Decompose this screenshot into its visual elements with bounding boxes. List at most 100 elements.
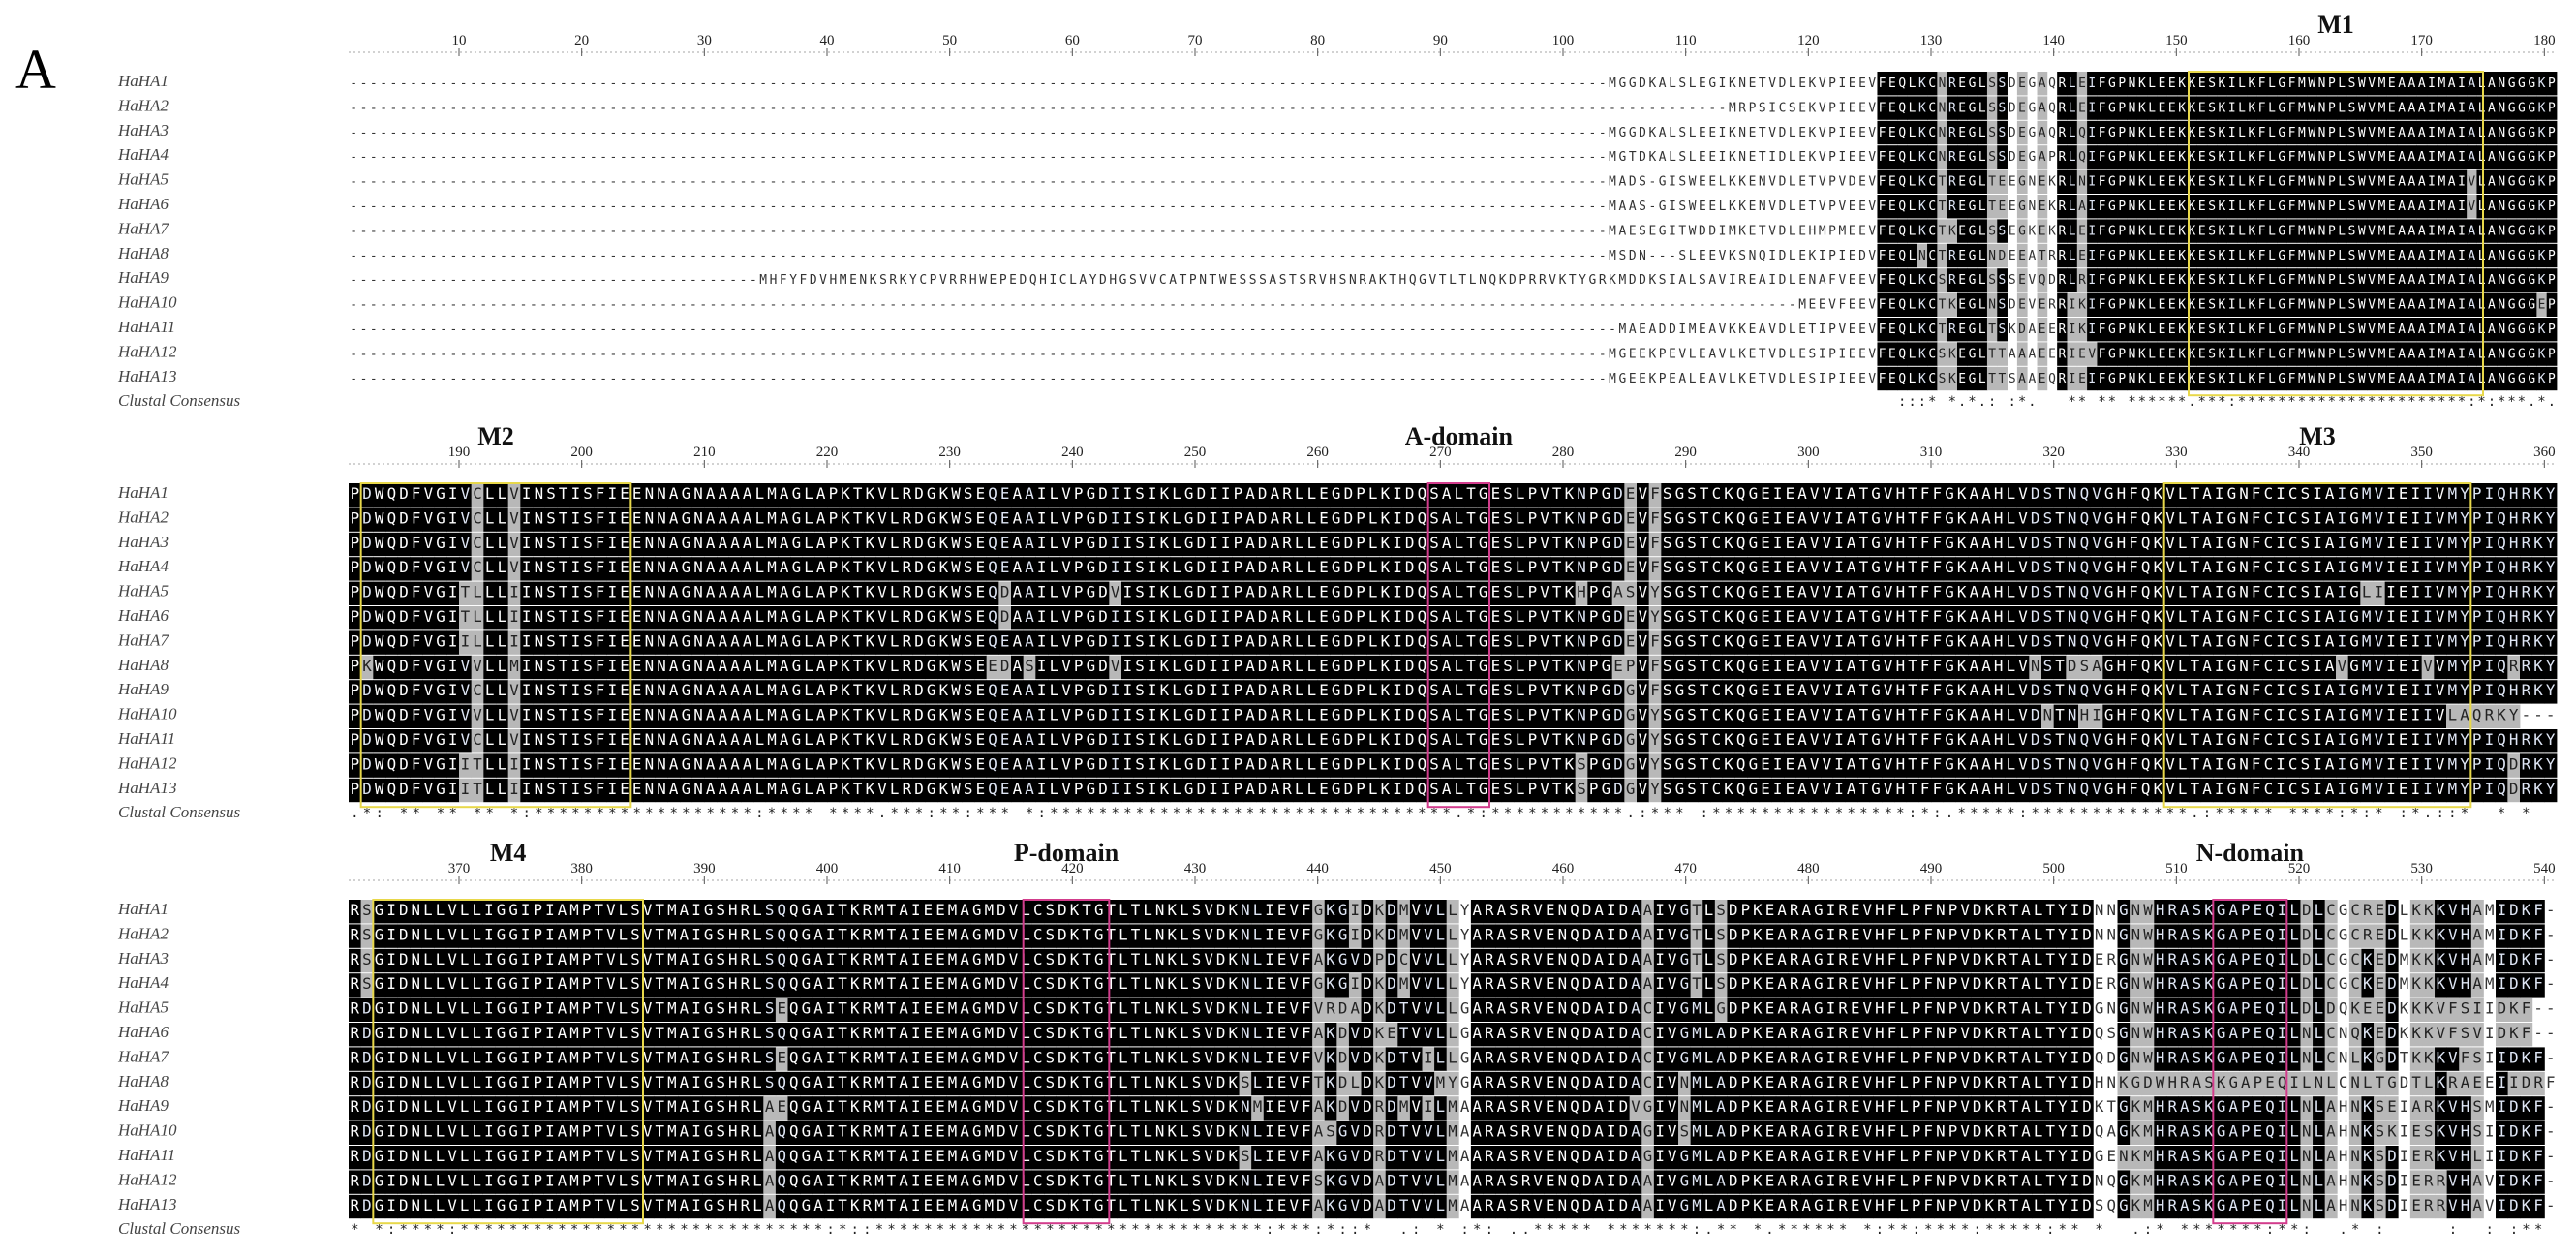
svg-text:L: L xyxy=(2069,224,2076,238)
svg-text:E: E xyxy=(1708,126,1716,140)
svg-text:F: F xyxy=(1879,200,1886,214)
svg-text:-: - xyxy=(939,322,947,337)
svg-text:E: E xyxy=(2198,175,2206,190)
svg-text:-: - xyxy=(1219,101,1227,115)
svg-text:L: L xyxy=(2338,322,2346,337)
svg-text:-: - xyxy=(1529,150,1537,165)
svg-text:-: - xyxy=(629,77,637,91)
svg-text:-: - xyxy=(949,249,957,263)
consensus-symbol: : xyxy=(1909,806,1917,821)
svg-text:E: E xyxy=(2168,101,2176,115)
svg-text:-: - xyxy=(939,126,947,140)
consensus-symbol: * xyxy=(1087,806,1094,821)
svg-text:L: L xyxy=(2069,150,2076,165)
svg-text:L: L xyxy=(2148,224,2156,238)
svg-text:L: L xyxy=(2238,249,2246,263)
consensus-symbol: * xyxy=(805,806,813,821)
svg-text:-: - xyxy=(350,101,357,115)
svg-text:-: - xyxy=(1169,298,1177,313)
svg-text:-: - xyxy=(979,249,987,263)
svg-text:V: V xyxy=(1838,175,1846,190)
svg-text:M: M xyxy=(2438,150,2445,165)
consensus-symbol: * xyxy=(2268,394,2276,410)
svg-text:I: I xyxy=(2458,126,2466,140)
svg-text:-: - xyxy=(1399,372,1407,386)
svg-text:-: - xyxy=(1509,298,1517,313)
svg-text:F: F xyxy=(1879,372,1886,386)
svg-text:L: L xyxy=(2478,249,2486,263)
svg-text:I: I xyxy=(1669,273,1676,288)
svg-text:-: - xyxy=(1119,77,1127,91)
svg-text:R: R xyxy=(2058,175,2066,190)
consensus-symbol: * xyxy=(2248,394,2255,410)
svg-text:N: N xyxy=(2129,372,2136,386)
svg-text:-: - xyxy=(1169,347,1177,361)
svg-text:-: - xyxy=(1159,347,1167,361)
svg-text:-: - xyxy=(479,101,487,115)
svg-text:-: - xyxy=(1469,249,1477,263)
svg-text:-: - xyxy=(819,77,827,91)
svg-text:-: - xyxy=(1359,77,1366,91)
svg-text:-: - xyxy=(370,126,378,140)
svg-text:N: N xyxy=(2498,347,2505,361)
svg-text:-: - xyxy=(789,77,797,91)
svg-text:R: R xyxy=(1948,273,1956,288)
svg-text:V: V xyxy=(1719,372,1727,386)
consensus-symbol: * xyxy=(2208,394,2216,410)
svg-text:-: - xyxy=(1499,322,1507,337)
svg-text:E: E xyxy=(2018,249,2026,263)
svg-text:E: E xyxy=(2198,298,2206,313)
svg-text:-: - xyxy=(610,175,618,190)
svg-text:-: - xyxy=(470,175,477,190)
svg-text:G: G xyxy=(1619,150,1627,165)
svg-text:-: - xyxy=(729,126,737,140)
consensus-symbol: * xyxy=(1552,806,1560,821)
svg-text:W: W xyxy=(2358,249,2366,263)
svg-text:-: - xyxy=(580,298,588,313)
svg-text:E: E xyxy=(1749,224,1757,238)
svg-text:-: - xyxy=(740,249,748,263)
svg-text:-: - xyxy=(979,77,987,91)
consensus-symbol: * xyxy=(1094,1222,1102,1238)
svg-text:-: - xyxy=(1399,101,1407,115)
svg-text:-: - xyxy=(1069,126,1077,140)
svg-text:S: S xyxy=(2208,273,2216,288)
svg-text:A: A xyxy=(1648,322,1656,337)
svg-text:-: - xyxy=(1319,298,1327,313)
svg-text:G: G xyxy=(2028,150,2036,165)
svg-text:-: - xyxy=(789,224,797,238)
svg-text:-: - xyxy=(1509,175,1517,190)
svg-text:-: - xyxy=(530,101,537,115)
svg-text:-: - xyxy=(690,347,697,361)
svg-text:-: - xyxy=(1458,347,1466,361)
svg-text:-: - xyxy=(780,224,787,238)
svg-text:G: G xyxy=(2518,273,2526,288)
svg-text:D: D xyxy=(1779,175,1787,190)
svg-text:-: - xyxy=(1180,347,1187,361)
svg-text:-: - xyxy=(1289,347,1297,361)
svg-text:-: - xyxy=(1029,372,1037,386)
consensus-symbol: * xyxy=(2034,1222,2041,1238)
svg-text:-: - xyxy=(720,298,727,313)
svg-text:-: - xyxy=(1399,322,1407,337)
svg-text:-: - xyxy=(1379,347,1387,361)
svg-text:-: - xyxy=(1319,249,1327,263)
svg-text:-: - xyxy=(1049,126,1057,140)
svg-text:-: - xyxy=(1359,322,1366,337)
svg-text:G: G xyxy=(1629,126,1637,140)
svg-text:-: - xyxy=(470,347,477,361)
consensus-symbol: * xyxy=(412,1222,419,1238)
svg-text:-: - xyxy=(949,347,957,361)
svg-text:-: - xyxy=(720,200,727,214)
svg-text:-: - xyxy=(500,347,507,361)
svg-text:-: - xyxy=(659,273,667,288)
svg-text:S: S xyxy=(1339,273,1347,288)
svg-text:-: - xyxy=(1269,249,1276,263)
svg-text:-: - xyxy=(590,372,598,386)
svg-text:-: - xyxy=(720,224,727,238)
svg-text:-: - xyxy=(1469,224,1477,238)
svg-text:N: N xyxy=(2129,150,2136,165)
svg-text:-: - xyxy=(560,249,567,263)
svg-text:-: - xyxy=(680,249,688,263)
svg-text:L: L xyxy=(1789,347,1796,361)
